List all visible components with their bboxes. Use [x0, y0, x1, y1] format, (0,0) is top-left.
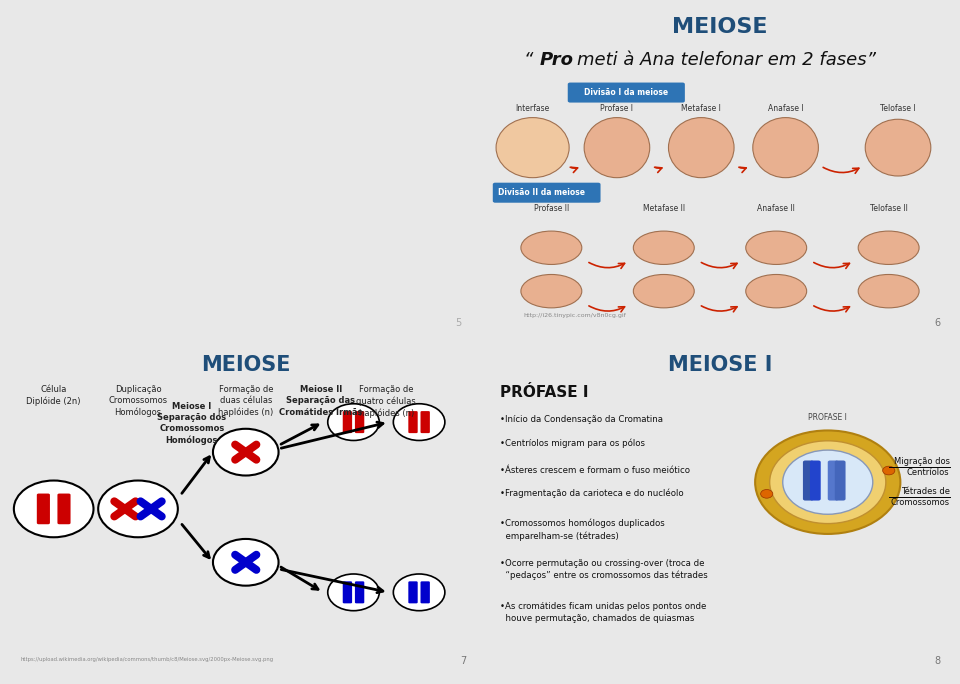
Text: Célula
Diplóide (2n): Célula Diplóide (2n) — [27, 385, 81, 406]
Circle shape — [394, 574, 444, 611]
FancyBboxPatch shape — [58, 494, 70, 524]
Text: Anafase I: Anafase I — [768, 104, 804, 114]
Ellipse shape — [858, 231, 919, 265]
Circle shape — [213, 429, 278, 475]
Text: meti à Ana telefonar em 2 fases”: meti à Ana telefonar em 2 fases” — [577, 51, 876, 69]
Text: Profase I: Profase I — [600, 104, 634, 114]
Text: •Fragmentação da carioteca e do nucléolo: •Fragmentação da carioteca e do nucléolo — [500, 489, 684, 499]
FancyBboxPatch shape — [803, 460, 814, 501]
Text: 8: 8 — [934, 656, 940, 666]
Text: Profase II: Profase II — [534, 205, 569, 213]
Ellipse shape — [584, 118, 650, 178]
Text: Divisão I da meiose: Divisão I da meiose — [585, 88, 668, 97]
Circle shape — [882, 466, 895, 475]
FancyBboxPatch shape — [420, 411, 430, 433]
Text: MEIOSE: MEIOSE — [201, 356, 291, 376]
FancyBboxPatch shape — [36, 494, 50, 524]
Text: PROFASE I: PROFASE I — [808, 413, 847, 422]
Ellipse shape — [746, 231, 806, 265]
Ellipse shape — [746, 274, 806, 308]
Circle shape — [13, 481, 93, 537]
Text: Meiose II
Separação das
Cromátides Irmãs: Meiose II Separação das Cromátides Irmãs — [279, 385, 363, 417]
Text: Pro: Pro — [540, 51, 574, 69]
Text: 6: 6 — [934, 318, 940, 328]
Circle shape — [327, 404, 379, 440]
Text: 5: 5 — [455, 318, 461, 328]
Circle shape — [327, 574, 379, 611]
Circle shape — [760, 490, 773, 498]
FancyBboxPatch shape — [355, 411, 364, 433]
FancyBboxPatch shape — [408, 411, 418, 433]
Text: MEIOSE I: MEIOSE I — [668, 356, 772, 376]
Text: http://i26.tinypic.com/v8n0cg.gif: http://i26.tinypic.com/v8n0cg.gif — [523, 313, 626, 318]
Text: •Cromossomos homólogos duplicados
  emparelham-se (tétrades): •Cromossomos homólogos duplicados empare… — [500, 519, 664, 540]
Ellipse shape — [668, 118, 734, 178]
Ellipse shape — [496, 118, 569, 178]
Text: https://upload.wikimedia.org/wikipedia/commons/thumb/c8/Meiose.svg/2000px-Meiose: https://upload.wikimedia.org/wikipedia/c… — [21, 657, 274, 662]
Ellipse shape — [521, 231, 582, 265]
FancyBboxPatch shape — [810, 460, 821, 501]
Text: Migração dos
Centríolos: Migração dos Centríolos — [894, 457, 949, 477]
FancyBboxPatch shape — [835, 460, 846, 501]
Text: Meiose I
Separação dos
Cromossomos
Homólogos: Meiose I Separação dos Cromossomos Homól… — [157, 402, 227, 445]
Text: Metafase II: Metafase II — [642, 205, 684, 213]
Text: 7: 7 — [460, 656, 466, 666]
Text: Metafase I: Metafase I — [682, 104, 721, 114]
FancyBboxPatch shape — [408, 581, 418, 603]
Text: Interfase: Interfase — [516, 104, 550, 114]
Ellipse shape — [858, 274, 919, 308]
Ellipse shape — [634, 231, 694, 265]
Text: Tétrades de
Cromossomos: Tétrades de Cromossomos — [891, 487, 949, 508]
FancyBboxPatch shape — [355, 581, 364, 603]
Ellipse shape — [521, 274, 582, 308]
FancyBboxPatch shape — [420, 581, 430, 603]
Text: Formação de
duas células
haplóides (n): Formação de duas células haplóides (n) — [218, 385, 274, 417]
Ellipse shape — [634, 274, 694, 308]
Ellipse shape — [865, 119, 931, 176]
Circle shape — [782, 450, 873, 514]
FancyBboxPatch shape — [343, 411, 352, 433]
Text: “: “ — [523, 51, 533, 69]
Circle shape — [770, 440, 886, 523]
Text: Divisão II da meiose: Divisão II da meiose — [498, 188, 586, 197]
FancyBboxPatch shape — [567, 83, 684, 103]
FancyBboxPatch shape — [828, 460, 838, 501]
Text: Telofase I: Telofase I — [880, 104, 916, 114]
Text: PRÓFASE I: PRÓFASE I — [500, 385, 588, 400]
Ellipse shape — [753, 118, 818, 178]
FancyBboxPatch shape — [343, 581, 352, 603]
Text: •Ásteres crescem e formam o fuso meiótico: •Ásteres crescem e formam o fuso meiótic… — [500, 466, 690, 475]
Text: MEIOSE: MEIOSE — [672, 18, 768, 38]
FancyBboxPatch shape — [492, 183, 601, 202]
Circle shape — [756, 430, 900, 534]
Text: Duplicação
Cromossomos
Homólogos: Duplicação Cromossomos Homólogos — [108, 385, 168, 417]
Circle shape — [394, 404, 444, 440]
Text: Anafase II: Anafase II — [757, 205, 795, 213]
Text: Telofase II: Telofase II — [870, 205, 907, 213]
Circle shape — [98, 481, 178, 537]
Text: Formação de
quatro células
haplóides (n): Formação de quatro células haplóides (n) — [356, 385, 417, 418]
Text: •Início da Condensação da Cromatina: •Início da Condensação da Cromatina — [500, 415, 662, 425]
Circle shape — [213, 539, 278, 586]
Text: •Centríolos migram para os pólos: •Centríolos migram para os pólos — [500, 439, 645, 448]
Text: •As cromátides ficam unidas pelos pontos onde
  houve permutação, chamados de qu: •As cromátides ficam unidas pelos pontos… — [500, 603, 707, 623]
Text: •Ocorre permutação ou crossing-over (troca de
  “pedaços” entre os cromossomos d: •Ocorre permutação ou crossing-over (tro… — [500, 559, 708, 580]
